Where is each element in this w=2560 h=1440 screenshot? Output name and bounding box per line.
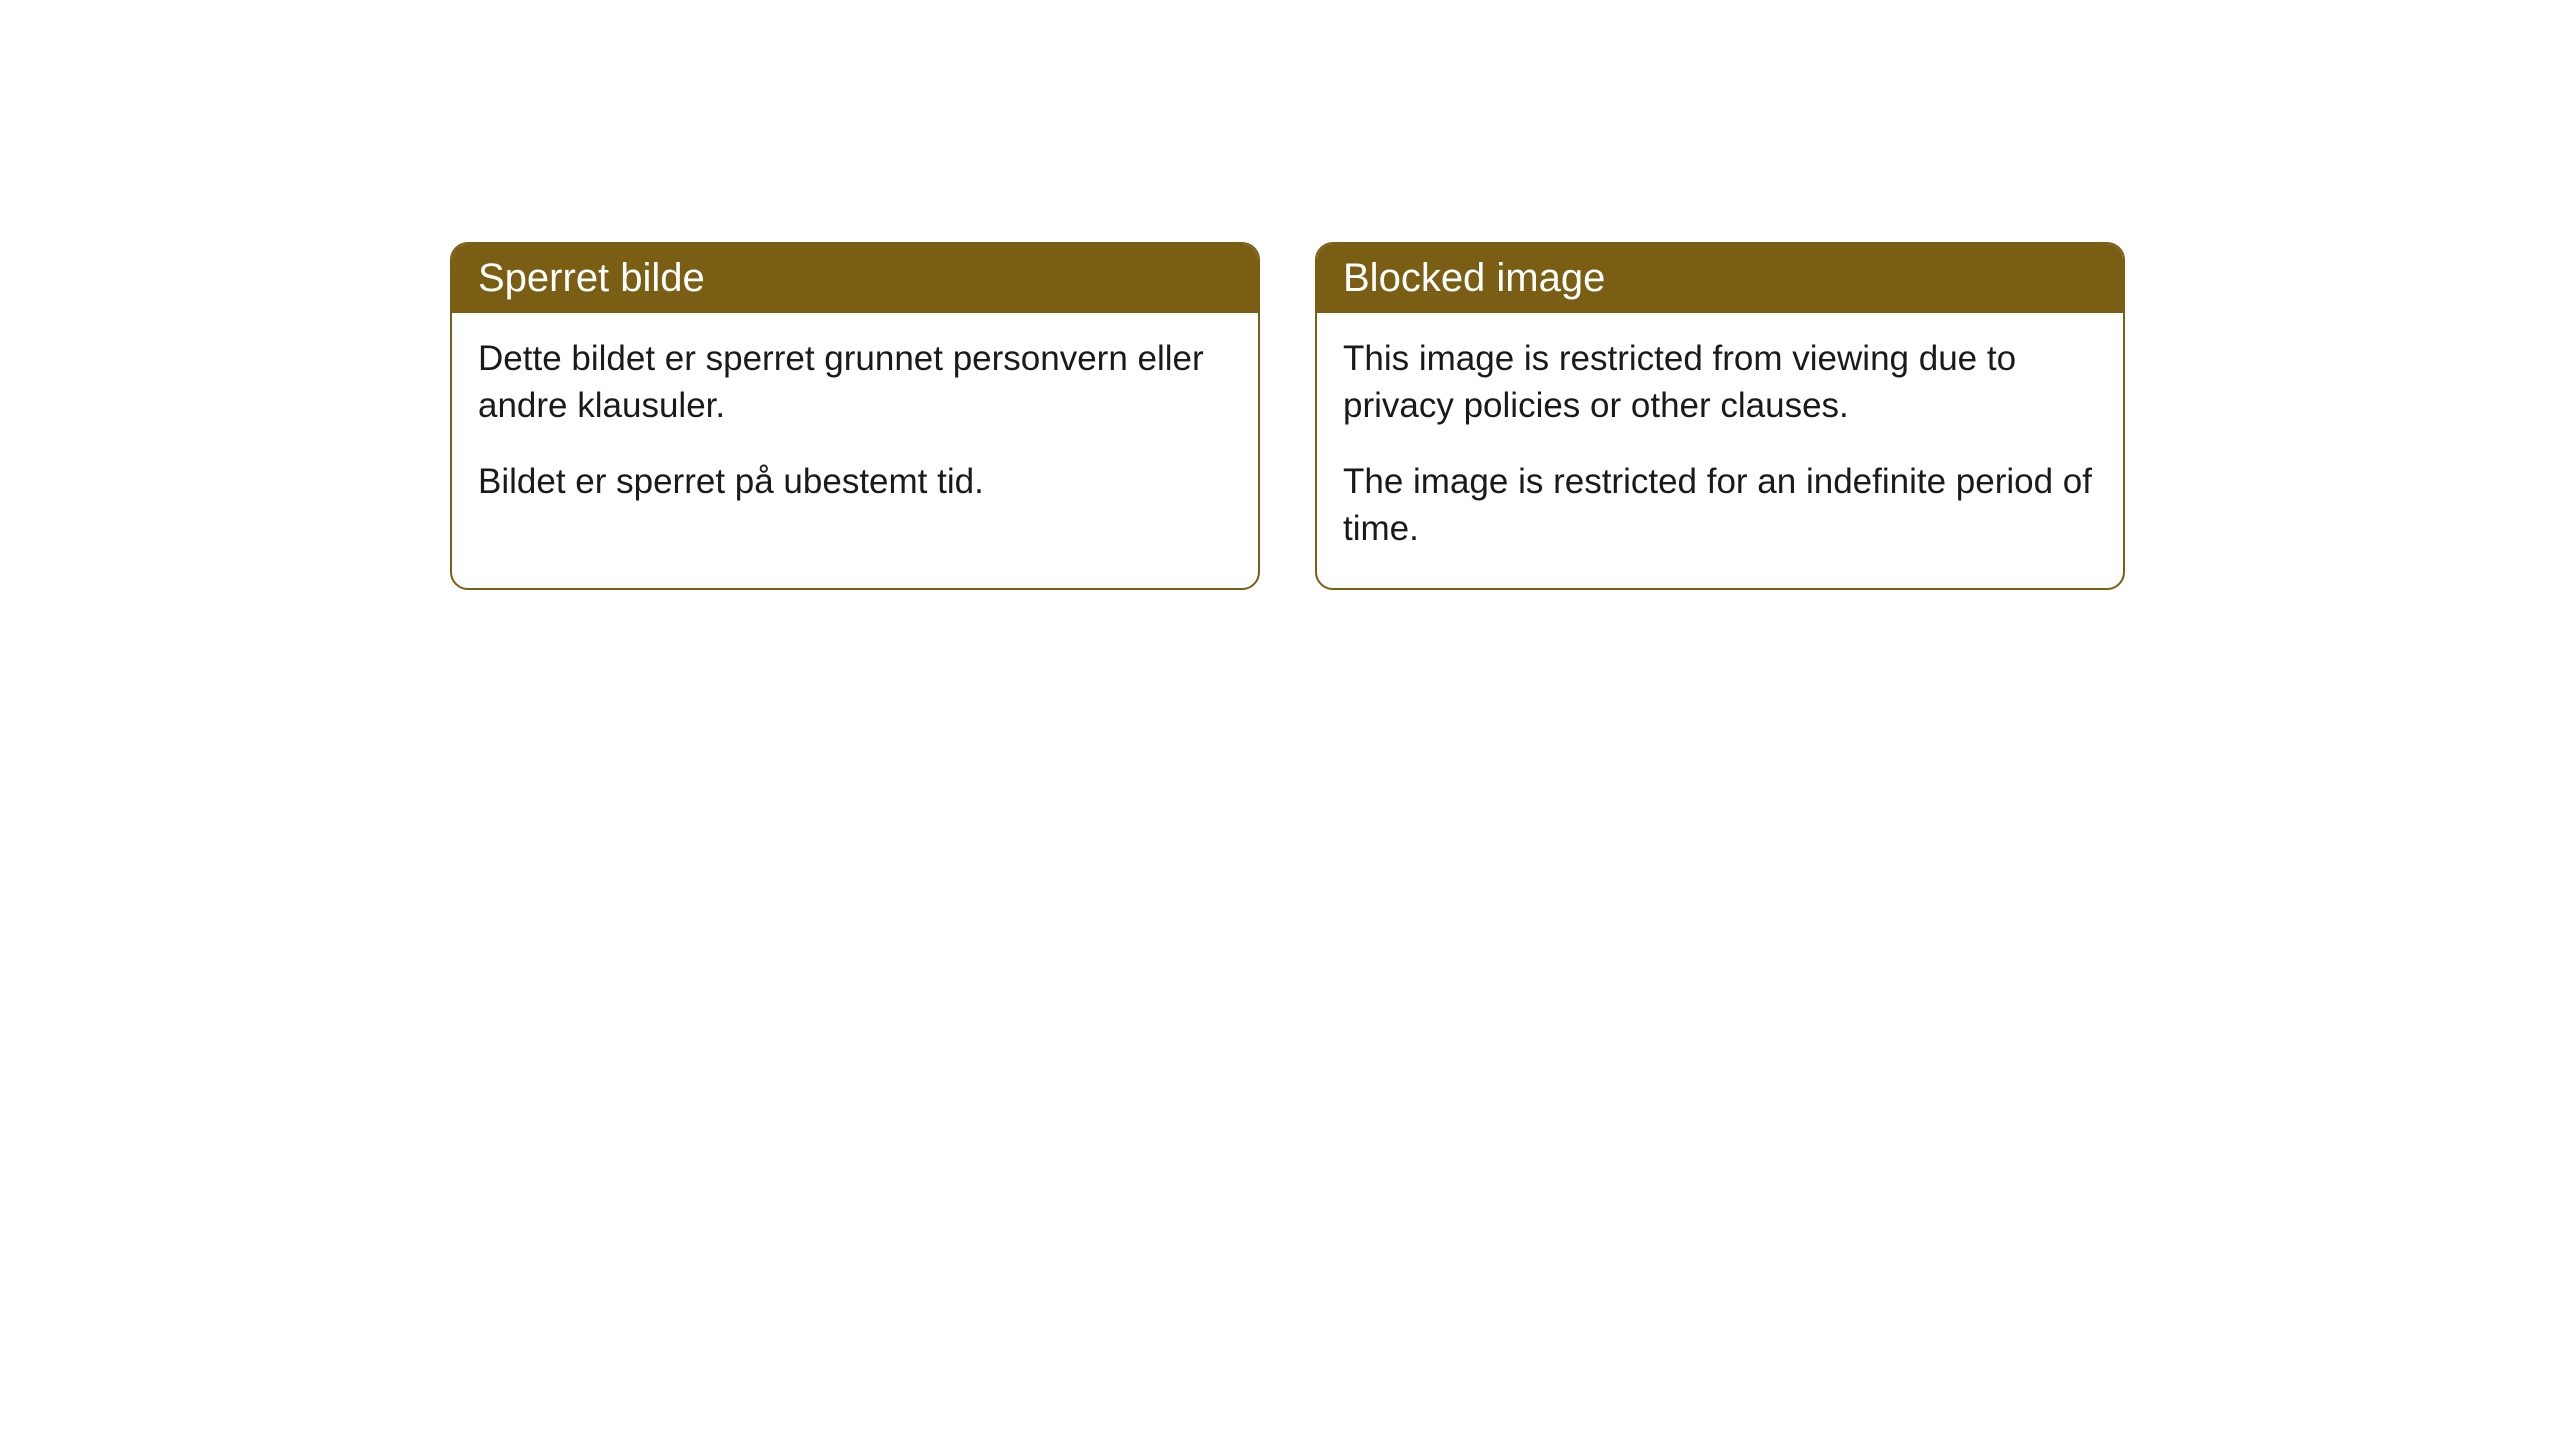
- card-paragraph: Bildet er sperret på ubestemt tid.: [478, 458, 1232, 505]
- card-title: Blocked image: [1343, 256, 1605, 300]
- card-body: This image is restricted from viewing du…: [1317, 313, 2123, 588]
- blocked-image-cards: Sperret bilde Dette bildet er sperret gr…: [450, 242, 2125, 590]
- card-body: Dette bildet er sperret grunnet personve…: [452, 313, 1258, 541]
- blocked-image-card-norwegian: Sperret bilde Dette bildet er sperret gr…: [450, 242, 1260, 590]
- card-paragraph: The image is restricted for an indefinit…: [1343, 458, 2097, 553]
- blocked-image-card-english: Blocked image This image is restricted f…: [1315, 242, 2125, 590]
- card-paragraph: This image is restricted from viewing du…: [1343, 335, 2097, 430]
- card-title: Sperret bilde: [478, 256, 705, 300]
- card-header: Sperret bilde: [452, 244, 1258, 313]
- card-header: Blocked image: [1317, 244, 2123, 313]
- card-paragraph: Dette bildet er sperret grunnet personve…: [478, 335, 1232, 430]
